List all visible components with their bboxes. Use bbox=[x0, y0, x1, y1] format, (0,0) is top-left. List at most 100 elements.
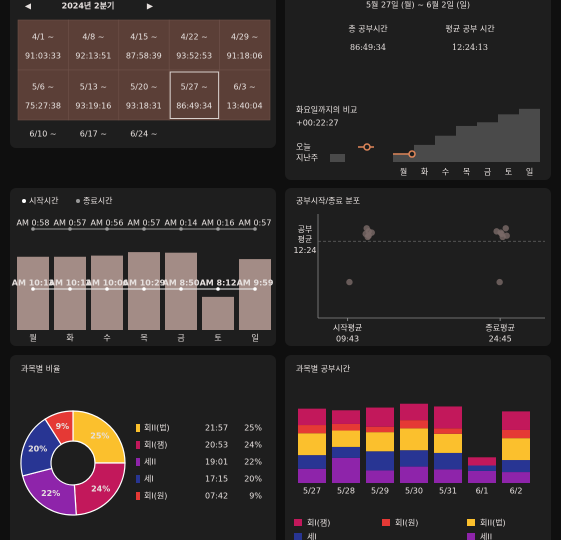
day-label: 목 bbox=[463, 168, 470, 177]
week-cell[interactable] bbox=[17, 69, 69, 121]
stack-segment bbox=[434, 433, 462, 453]
week-date: 4/15 ~ bbox=[130, 33, 157, 42]
x-title: 종료평균 bbox=[485, 323, 514, 333]
x-tick-label: 6/1 bbox=[476, 487, 489, 496]
legend-time: 07:42 bbox=[205, 492, 228, 501]
legend-swatch bbox=[294, 519, 302, 526]
slice-label: 25% bbox=[90, 432, 109, 441]
end-label: AM 0:16 bbox=[202, 219, 235, 228]
prev-button[interactable]: ◀ bbox=[25, 2, 32, 11]
study-bar bbox=[202, 296, 234, 330]
scatter-point bbox=[502, 225, 509, 232]
week-cell[interactable] bbox=[168, 69, 220, 121]
slice-label: 24% bbox=[91, 485, 110, 494]
average-label: 평균 공부 시간 bbox=[445, 24, 495, 34]
week-cell[interactable] bbox=[118, 69, 170, 121]
start-label: AM 8:50 bbox=[163, 279, 200, 288]
legend-name: 회I(원) bbox=[395, 519, 418, 528]
legend-last-week-icon bbox=[330, 154, 345, 162]
stack-segment bbox=[434, 452, 462, 470]
end-label: AM 0:57 bbox=[54, 219, 87, 228]
end-label: AM 0:14 bbox=[165, 219, 198, 228]
legend-swatch bbox=[467, 519, 475, 526]
week-date: 4/22 ~ bbox=[181, 33, 208, 42]
stack-segment bbox=[502, 460, 530, 473]
legend-name: 세I bbox=[144, 475, 154, 484]
week-total: 93:19:16 bbox=[75, 102, 111, 111]
legend-start: 시작시간 bbox=[29, 196, 59, 206]
week-total: 75:27:38 bbox=[25, 102, 61, 111]
last-week-step bbox=[393, 154, 414, 162]
stack-segment bbox=[298, 468, 326, 483]
legend-swatch bbox=[136, 475, 140, 483]
week-total: 92:13:51 bbox=[75, 52, 111, 61]
day-label: 금 bbox=[484, 168, 491, 177]
legend-swatch bbox=[136, 492, 140, 500]
week-cell[interactable] bbox=[219, 19, 271, 71]
legend-percent: 9% bbox=[249, 492, 262, 501]
last-week-step bbox=[456, 125, 477, 162]
week-cell[interactable] bbox=[168, 19, 220, 71]
scatter-point bbox=[364, 233, 371, 241]
start-dot bbox=[253, 287, 257, 291]
x-tick-label: 24:45 bbox=[489, 335, 512, 344]
subject-time-title: 과목별 공부시간 bbox=[296, 364, 351, 374]
stack-segment bbox=[332, 410, 360, 424]
week-cell[interactable] bbox=[118, 19, 170, 71]
x-title: 시작평균 bbox=[333, 323, 362, 333]
day-label: 일 bbox=[251, 334, 258, 343]
last-week-step bbox=[435, 135, 456, 162]
stack-segment bbox=[434, 406, 462, 429]
legend-name: 세II bbox=[144, 458, 156, 467]
end-label: AM 0:57 bbox=[128, 219, 161, 228]
start-dot bbox=[216, 287, 220, 291]
stack-segment bbox=[502, 472, 530, 483]
week-cell[interactable] bbox=[68, 19, 120, 71]
legend-time: 20:53 bbox=[205, 441, 228, 450]
legend-swatch bbox=[136, 458, 140, 466]
end-dot bbox=[31, 227, 35, 231]
stack-segment bbox=[502, 438, 530, 461]
stack-segment bbox=[468, 465, 496, 471]
stack-segment bbox=[366, 426, 394, 433]
scatter-point bbox=[346, 278, 353, 286]
start-dot bbox=[179, 287, 183, 291]
week-cell[interactable] bbox=[17, 19, 69, 71]
week-total: 93:52:53 bbox=[176, 52, 212, 61]
legend-swatch bbox=[136, 441, 140, 449]
legend-swatch bbox=[467, 533, 475, 540]
legend-last-week: 지난주 bbox=[296, 154, 318, 163]
stack-segment bbox=[400, 403, 428, 421]
study-bar bbox=[128, 252, 160, 330]
week-date: 6/17 ~ bbox=[80, 130, 107, 139]
compare-value: +00:22:27 bbox=[296, 119, 339, 128]
legend-swatch bbox=[382, 519, 390, 526]
week-cell[interactable] bbox=[68, 69, 120, 121]
legend-today-dot bbox=[363, 143, 371, 151]
legend-end-dot bbox=[76, 199, 80, 203]
stack-segment bbox=[298, 433, 326, 456]
scatter-point bbox=[499, 233, 506, 241]
next-button[interactable]: ▶ bbox=[147, 2, 154, 11]
last-week-step bbox=[414, 144, 435, 162]
week-cell[interactable] bbox=[219, 69, 271, 121]
stack-segment bbox=[400, 466, 428, 483]
start-label: AM 10:13 bbox=[12, 279, 54, 288]
stack-segment bbox=[332, 446, 360, 458]
end-dot bbox=[179, 227, 183, 231]
stack-segment bbox=[298, 425, 326, 434]
total-label: 총 공부시간 bbox=[348, 24, 388, 34]
stack-segment bbox=[502, 429, 530, 439]
x-tick-label: 5/31 bbox=[439, 487, 457, 496]
week-date: 4/29 ~ bbox=[231, 33, 258, 42]
legend-start-dot bbox=[22, 199, 26, 203]
stack-segment bbox=[366, 470, 394, 483]
end-dot bbox=[253, 227, 257, 231]
stack-segment bbox=[434, 428, 462, 434]
distribution-title: 공부시작/종료 분포 bbox=[296, 196, 360, 206]
x-tick-label: 6/2 bbox=[510, 487, 523, 496]
x-tick-label: 5/29 bbox=[371, 487, 389, 496]
week-total: 87:58:39 bbox=[126, 52, 162, 61]
week-date: 4/8 ~ bbox=[82, 33, 104, 42]
scatter-point bbox=[493, 228, 500, 235]
